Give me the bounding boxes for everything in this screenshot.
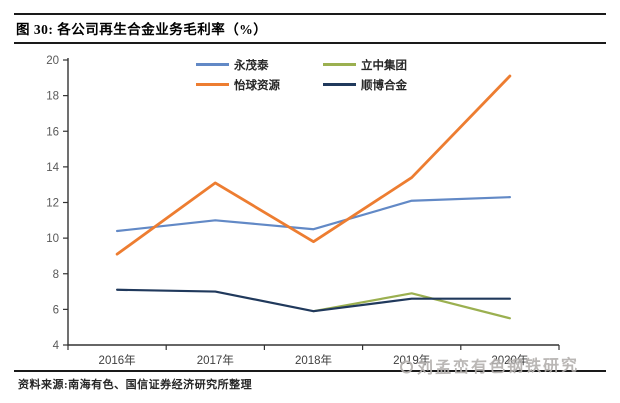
watermark-logo-icon — [399, 359, 414, 374]
source-note: 资料来源:南海有色、国信证券经济研究所整理 — [18, 379, 253, 391]
title-divider — [14, 42, 606, 44]
legend-label-0: 永茂泰 — [234, 59, 269, 72]
chart-legend: 永茂泰 立中集团怡球资源 顺博合金 — [196, 57, 407, 92]
y-tick-label: 4 — [53, 340, 60, 352]
series-line-1 — [115, 74, 512, 256]
x-tick-label: 2020年 — [491, 353, 528, 367]
y-tick-label: 6 — [53, 304, 59, 316]
x-tick-label: 2016年 — [99, 353, 136, 367]
legend-item-1: 怡球资源 — [196, 77, 323, 92]
top-divider — [14, 13, 606, 15]
legend-swatch-3 — [323, 83, 356, 86]
legend-item-2: 立中集团 — [323, 57, 407, 72]
y-tick-label: 16 — [46, 126, 59, 138]
series-line-3 — [115, 288, 511, 313]
legend-label-3: 顺博合金 — [361, 79, 407, 92]
legend-label-2: 立中集团 — [361, 59, 407, 72]
legend-item-0: 永茂泰 — [196, 57, 323, 72]
figure-title: 图 30: 各公司再生合金业务毛利率（%） — [16, 22, 268, 37]
legend-item-3: 顺博合金 — [323, 77, 407, 92]
y-tick-label: 12 — [46, 198, 59, 210]
x-tick-label: 2017年 — [197, 353, 234, 367]
x-tick-label: 2018年 — [295, 353, 332, 367]
source-divider — [14, 370, 606, 372]
series-line-0 — [115, 196, 511, 233]
watermark: 刘孟峦有色钢铁研究 — [399, 351, 580, 378]
legend-label-1: 怡球资源 — [234, 79, 280, 92]
y-tick-label: 10 — [46, 233, 59, 245]
legend-swatch-1 — [196, 83, 229, 86]
y-tick-label: 8 — [53, 269, 59, 281]
legend-swatch-0 — [196, 63, 229, 66]
y-tick-label: 18 — [46, 91, 59, 103]
x-tick-label: 2019年 — [393, 353, 430, 367]
watermark-text: 刘孟峦有色钢铁研究 — [416, 357, 580, 378]
y-tick-label: 20 — [46, 55, 59, 67]
legend-swatch-2 — [323, 63, 356, 66]
y-tick-label: 14 — [46, 162, 59, 174]
series-line-2 — [312, 292, 511, 320]
